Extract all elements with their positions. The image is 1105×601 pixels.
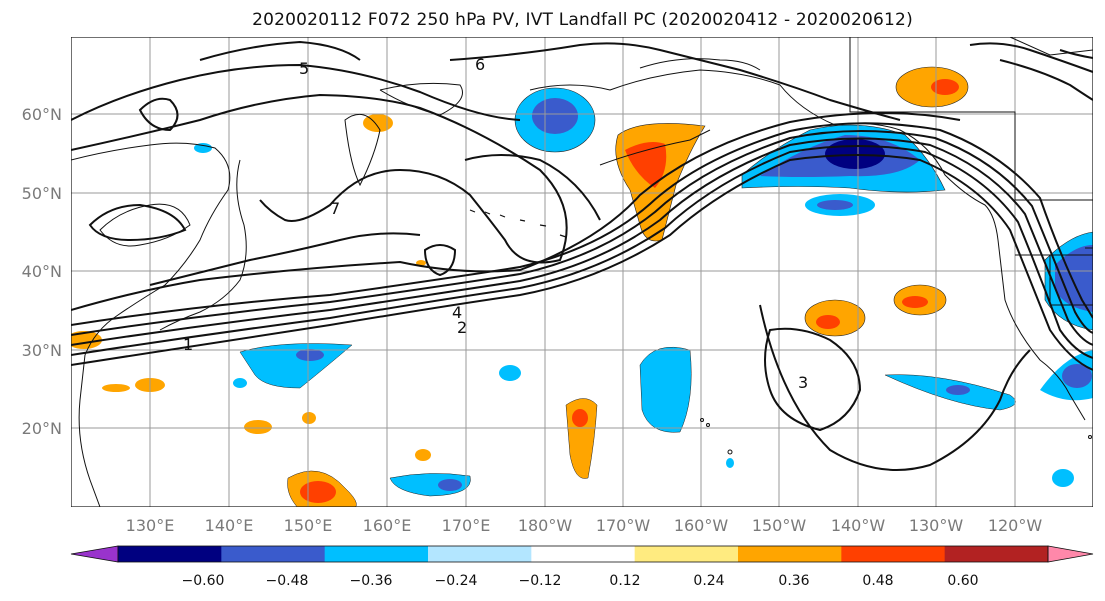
colorbar-tick-label: 0.24: [693, 573, 724, 589]
lon-label-160w: 160°W: [674, 516, 729, 535]
lat-label-50n: 50°N: [22, 184, 62, 203]
lon-label-130e: 130°E: [126, 516, 175, 535]
colorbar-extend-high: [1047, 545, 1094, 563]
colorbar: −0.60 −0.48 −0.36 −0.24 −0.12 0.12 0.24 …: [70, 545, 1094, 589]
colorbar-extend-low: [70, 545, 119, 563]
colorbar-swatch: [324, 546, 429, 562]
colorbar-swatches: [70, 545, 1094, 563]
contour-labels: 1 2 3 4 5 6 7: [183, 55, 808, 392]
lon-label-150w: 150°W: [752, 516, 807, 535]
colorbar-swatch: [221, 546, 326, 562]
latitude-labels: 60°N 50°N 40°N 30°N 20°N: [22, 105, 62, 438]
shading-layer: [71, 66, 1093, 507]
colorbar-swatch: [428, 546, 532, 562]
colorbar-swatch: [738, 546, 842, 562]
lon-label-170e: 170°E: [442, 516, 491, 535]
colorbar-tick-label: 0.48: [862, 573, 893, 589]
lon-label-120w: 120°W: [988, 516, 1043, 535]
colorbar-tick-label: −0.48: [266, 573, 309, 589]
lat-label-20n: 20°N: [22, 419, 62, 438]
colorbar-swatch: [531, 546, 636, 562]
lon-label-140w: 140°W: [831, 516, 886, 535]
colorbar-swatch: [634, 546, 739, 562]
colorbar-tick-label: 0.12: [609, 573, 640, 589]
lon-label-150e: 150°E: [284, 516, 333, 535]
lat-label-60n: 60°N: [22, 105, 62, 124]
colorbar-outline: [117, 545, 1049, 563]
longitude-labels: 130°E 140°E 150°E 160°E 170°E 180°W 170°…: [126, 516, 1043, 535]
contour-label-3: 3: [798, 373, 808, 392]
colorbar-tick-label: −0.24: [435, 573, 478, 589]
colorbar-swatch: [841, 546, 946, 562]
lat-label-40n: 40°N: [22, 262, 62, 281]
contour-label-4: 4: [452, 303, 462, 322]
lon-label-140e: 140°E: [205, 516, 254, 535]
colorbar-tick-label: −0.36: [350, 573, 393, 589]
colorbar-swatch: [944, 546, 1049, 562]
lat-label-30n: 30°N: [22, 341, 62, 360]
colorbar-tick-label: −0.60: [182, 573, 225, 589]
map-area: 1 2 3 4 5 6 7: [71, 37, 1093, 507]
lon-label-170w: 170°W: [596, 516, 651, 535]
pv-contours: [71, 40, 1093, 471]
lon-label-180w: 180°W: [518, 516, 573, 535]
contour-label-2: 2: [457, 318, 467, 337]
contour-label-6: 6: [475, 55, 485, 74]
lon-label-160e: 160°E: [363, 516, 412, 535]
contour-label-1: 1: [183, 335, 193, 354]
colorbar-ticks: −0.60 −0.48 −0.36 −0.24 −0.12 0.12 0.24 …: [182, 573, 979, 589]
colorbar-tick-label: −0.12: [519, 573, 562, 589]
contour-label-5: 5: [299, 59, 309, 78]
colorbar-tick-label: 0.60: [947, 573, 978, 589]
lon-label-130w: 130°W: [909, 516, 964, 535]
colorbar-tick-label: 0.36: [778, 573, 809, 589]
colorbar-swatch: [118, 546, 222, 562]
map-title: 2020020112 F072 250 hPa PV, IVT Landfall…: [252, 10, 913, 30]
contour-label-7: 7: [330, 199, 340, 218]
